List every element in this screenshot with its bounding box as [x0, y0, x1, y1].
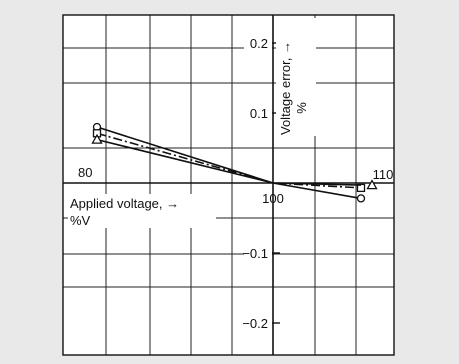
data-point-circle — [356, 194, 366, 203]
x-axis-label-line: Applied voltage, → — [70, 196, 179, 211]
plot-border — [62, 14, 395, 356]
axes — [63, 15, 394, 355]
y-tick-label-bg — [244, 315, 272, 330]
y-tick-label-bg — [244, 245, 272, 260]
y-tick-label: 0.2 — [250, 36, 268, 51]
y-tick-label-bg — [244, 35, 272, 50]
y-axis-label-line: Voltage error, → — [278, 41, 293, 135]
series-group — [91, 122, 378, 203]
x-axis-label-bg — [68, 194, 216, 228]
y-tick-label: −0.1 — [242, 246, 268, 261]
y-tick-label: −0.2 — [242, 316, 268, 331]
y-axis-label-bg — [276, 18, 316, 136]
x-tick-label: 110 — [373, 167, 394, 182]
data-point-triangle — [366, 179, 378, 190]
x-tick-label: 100 — [262, 191, 284, 206]
y-tick-label: 0.1 — [250, 106, 268, 121]
series-line-triangle — [96, 138, 362, 186]
x-tick-label: 80 — [78, 165, 92, 180]
y-tick-label-bg — [244, 105, 272, 120]
y-axis-label-line: % — [294, 102, 309, 114]
grid — [63, 15, 394, 355]
data-point-triangle — [91, 133, 103, 144]
x-axis-label-line: %V — [70, 213, 91, 228]
tick-labels: 0.2 0.1 −0.1 −0.2 80 100 110 — [78, 35, 393, 331]
axis-labels: Applied voltage, → %V Voltage error, →% — [68, 18, 316, 228]
